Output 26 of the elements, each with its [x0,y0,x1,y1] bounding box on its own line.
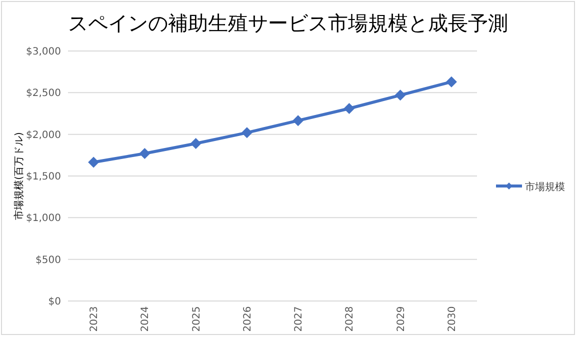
point [190,138,202,149]
point [241,127,252,138]
x-tick-label: 2023 [89,306,100,332]
y-tick-label: $1,500 [26,172,61,182]
y-tick-label: $1,000 [26,213,61,224]
y-tick-label: $500 [36,254,61,266]
legend-label: 市場規模 [525,181,565,193]
point [139,148,150,159]
point [344,103,355,114]
point [446,76,457,88]
x-tick-label: 2030 [446,306,458,332]
x-tick-label: 2028 [344,306,356,332]
point [88,156,100,168]
x-tick-label: 2025 [191,306,202,332]
x-tick-label: 2024 [140,306,152,332]
point [292,115,304,126]
y-axis-title: 市場規模(百万ドル) [13,132,25,220]
x-tick-label: 2027 [294,306,305,332]
point [394,90,406,101]
y-tick-label: $0 [48,296,61,308]
x-tick-label: 2029 [396,306,407,332]
chart-title: スペインの補助生殖サービス市場規模と成長予測 [68,11,508,35]
y-tick-label: $2,500 [26,88,61,100]
y-tick-label: $3,000 [26,46,61,58]
x-tick-label: 2026 [242,306,254,332]
y-tick-label: $2,000 [26,130,61,141]
